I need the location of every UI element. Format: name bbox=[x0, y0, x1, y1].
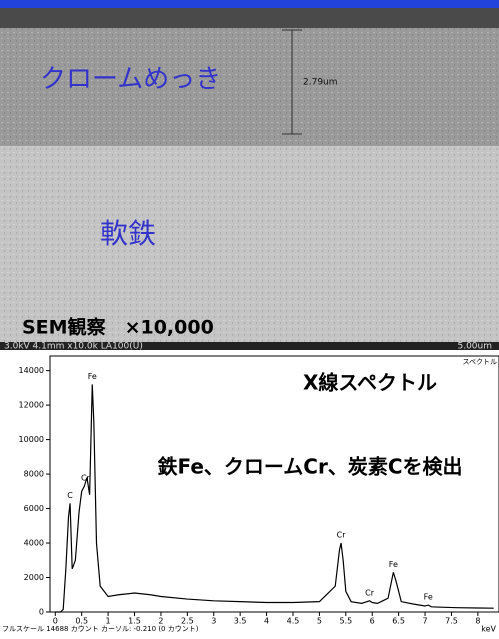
y-tick-label: 2000 bbox=[24, 573, 44, 582]
sem-info: 3.0kV 4.1mm x10.0k LA100(U) bbox=[4, 342, 143, 352]
sem-resin bbox=[0, 8, 499, 28]
spectrum-line bbox=[55, 384, 494, 613]
x-unit: keV bbox=[481, 625, 496, 634]
peak-label: Cr bbox=[365, 588, 375, 597]
x-tick-label: 3 bbox=[211, 617, 216, 626]
coating-label: クロームめっき bbox=[40, 65, 221, 95]
x-tick-label: 8 bbox=[475, 617, 480, 626]
peak-label: Fe bbox=[88, 372, 97, 381]
base-label: 軟鉄 bbox=[100, 217, 156, 250]
sem-info-strip bbox=[0, 342, 499, 350]
footer: フルスケール 14688 カウント カーソル: -0.210 (0 カウント) bbox=[2, 625, 199, 633]
x-tick-label: 1 bbox=[106, 617, 111, 626]
plot-frame bbox=[49, 355, 499, 613]
x-tick-label: 6 bbox=[370, 617, 375, 626]
x-tick-label: 2 bbox=[158, 617, 163, 626]
x-tick-label: 0.5 bbox=[75, 617, 88, 626]
y-tick-label: 8000 bbox=[24, 470, 44, 479]
sem-texture bbox=[0, 28, 499, 342]
top-bar bbox=[0, 0, 499, 8]
peak-label: C bbox=[67, 491, 73, 500]
spectrum-chart: スペクトル X線スペクトル 鉄Fe、クロームCr、炭素Cを検出 フルスケール 1… bbox=[2, 355, 499, 634]
x-tick-label: 6.5 bbox=[392, 617, 405, 626]
x-tick-label: 7 bbox=[423, 617, 428, 626]
peak-label: Fe bbox=[424, 593, 433, 602]
x-tick-label: 5 bbox=[317, 617, 322, 626]
peak-label: Fe bbox=[389, 560, 398, 569]
chart-subtitle: 鉄Fe、クロームCr、炭素Cを検出 bbox=[157, 455, 462, 479]
x-tick-label: 2.5 bbox=[181, 617, 194, 626]
y-tick-label: 12000 bbox=[19, 401, 44, 410]
x-tick-label: 1.5 bbox=[128, 617, 141, 626]
y-tick-label: 6000 bbox=[24, 504, 44, 513]
y-tick-label: 14000 bbox=[19, 366, 44, 375]
peak-label: Cr bbox=[337, 531, 347, 540]
x-tick-label: 4 bbox=[264, 617, 269, 626]
sem-scale: 5.00um bbox=[457, 342, 492, 352]
x-tick-label: 7.5 bbox=[445, 617, 458, 626]
y-tick-label: 0 bbox=[39, 608, 44, 617]
x-tick-label: 4.5 bbox=[287, 617, 300, 626]
chart-title: X線スペクトル bbox=[303, 371, 437, 395]
sem-caption: SEM観察 ×10,000 bbox=[22, 316, 214, 339]
corner-label: スペクトル bbox=[462, 358, 497, 366]
x-tick-label: 3.5 bbox=[234, 617, 247, 626]
thickness-label: 2.79um bbox=[303, 78, 338, 88]
x-tick-label: 5.5 bbox=[339, 617, 352, 626]
x-tick-label: 0 bbox=[53, 617, 58, 626]
y-tick-label: 4000 bbox=[24, 539, 44, 548]
peak-label: Cr bbox=[81, 474, 91, 483]
y-tick-label: 10000 bbox=[19, 435, 44, 444]
